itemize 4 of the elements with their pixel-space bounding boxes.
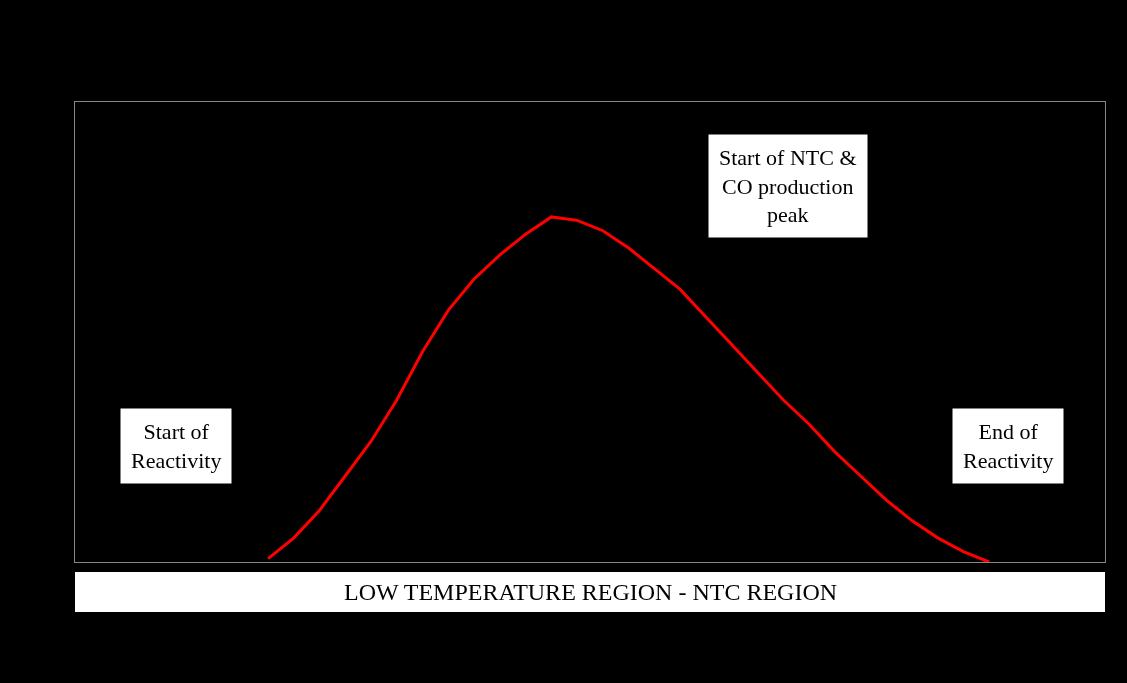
annotation: End of Reactivity: [963, 419, 1054, 473]
annotation: Start of NTC & CO production peak: [719, 145, 857, 228]
annotation: Start of Reactivity: [131, 419, 222, 473]
x-axis-title: LOW TEMPERATURE REGION - NTC REGION: [344, 579, 838, 605]
